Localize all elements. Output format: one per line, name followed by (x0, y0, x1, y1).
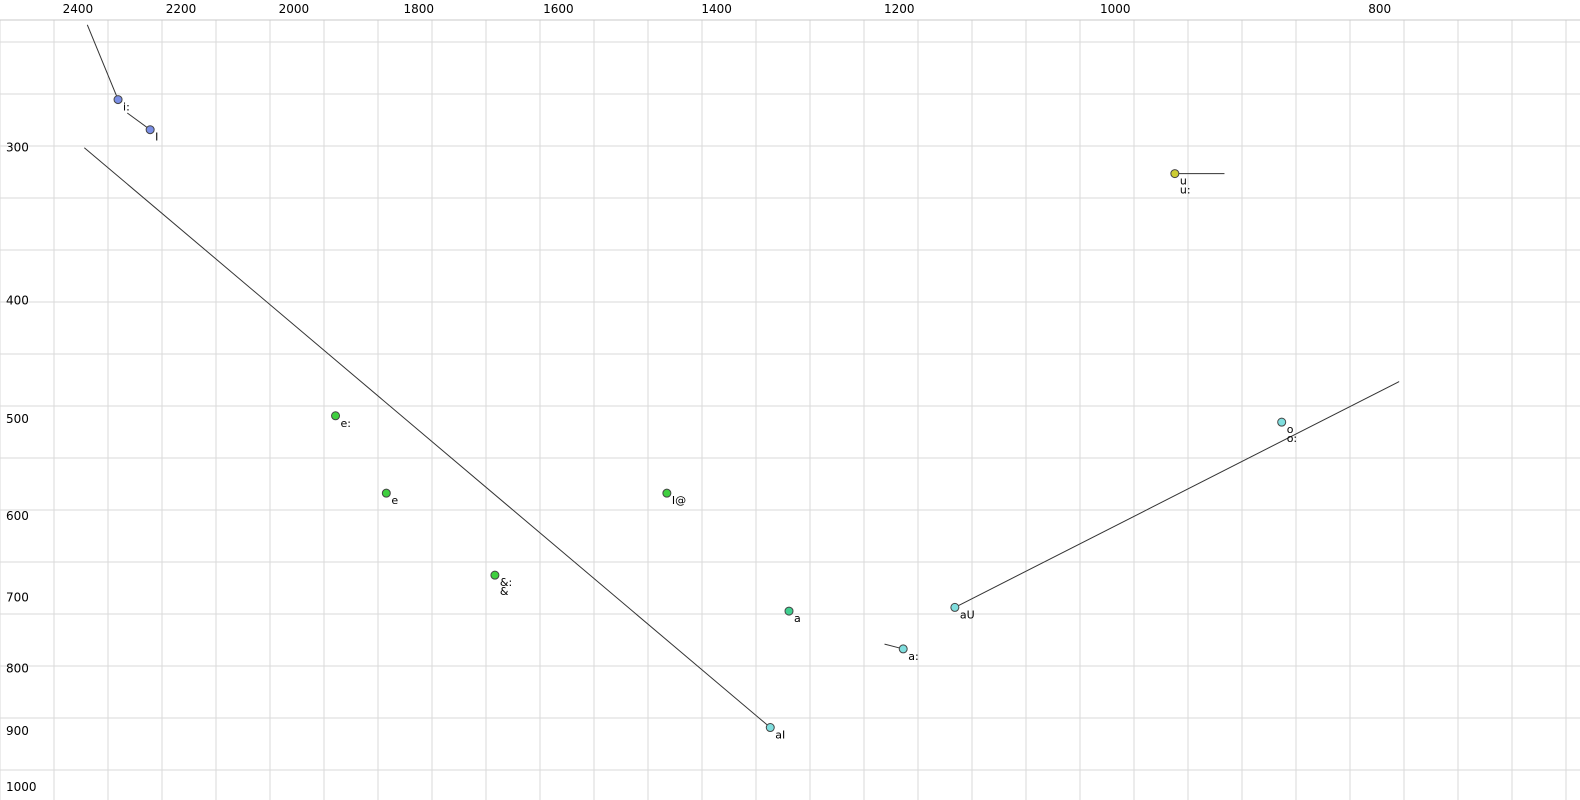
y-tick-label: 1000 (6, 780, 37, 794)
vowel-label-e: e (391, 494, 398, 507)
y-tick-label: 600 (6, 509, 29, 523)
vowel-point-o[interactable] (1277, 417, 1287, 427)
vowel-point-a-long[interactable] (898, 644, 908, 654)
vowel-point-e-long[interactable] (331, 411, 341, 421)
x-tick-label: 2000 (279, 2, 310, 16)
x-tick-label: 1600 (543, 2, 574, 16)
vowel-point-i-long[interactable] (113, 95, 123, 105)
vowel-sublabel-u: u: (1180, 184, 1191, 197)
y-tick-label: 700 (6, 591, 29, 605)
vowel-label-o: o (1287, 423, 1294, 436)
vowel-sublabel-ash-long: & (500, 585, 509, 598)
x-tick-label: 800 (1368, 2, 1391, 16)
x-tick-label: 1800 (404, 2, 435, 16)
y-tick-label: 300 (6, 141, 29, 155)
vowel-point-a[interactable] (784, 606, 794, 616)
vowel-point-i-schwa[interactable] (662, 488, 672, 498)
vowel-sublabel-o: o: (1287, 432, 1297, 445)
trajectory-au-glide (954, 381, 1400, 608)
vowel-point-u[interactable] (1170, 169, 1180, 179)
vowel-label-i-schwa: I@ (672, 494, 686, 507)
trajectory-i-to-cap-i (126, 112, 151, 131)
x-tick-label: 1200 (884, 2, 915, 16)
trajectory-ai-glide (83, 147, 771, 728)
vowel-label-i-long: i: (123, 101, 130, 114)
vowel-label-au: aU (960, 608, 975, 621)
x-tick-label: 2400 (63, 2, 94, 16)
vowel-label-a: a (794, 612, 801, 625)
y-tick-label: 400 (6, 293, 29, 307)
y-tick-label: 500 (6, 412, 29, 426)
vowel-point-au[interactable] (950, 602, 960, 612)
vowel-point-ash-long[interactable] (490, 570, 500, 580)
trajectory-i-long-onset (86, 24, 119, 100)
x-tick-label: 1000 (1100, 2, 1131, 16)
vowel-point-e[interactable] (381, 488, 391, 498)
vowel-label-ash-long: &: (500, 576, 512, 589)
vowel-label-a-long: a: (908, 650, 918, 663)
x-tick-label: 2200 (166, 2, 197, 16)
x-tick-label: 1400 (701, 2, 732, 16)
vowel-label-u: u (1180, 175, 1187, 188)
y-tick-label: 900 (6, 724, 29, 738)
vowel-label-ai: aI (775, 729, 785, 742)
vowel-point-ai[interactable] (765, 723, 775, 733)
vowel-label-e-long: e: (341, 417, 351, 430)
vowel-point-cap-i[interactable] (145, 125, 155, 135)
y-tick-label: 800 (6, 662, 29, 676)
vowel-label-cap-i: I (155, 131, 158, 144)
